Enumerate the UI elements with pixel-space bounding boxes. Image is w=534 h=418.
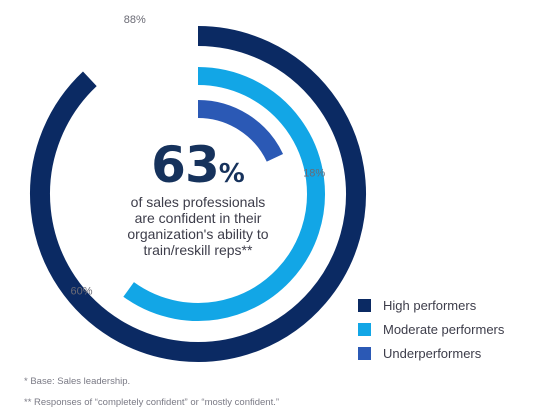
- legend-item-underperformers: Underperformers: [358, 342, 504, 364]
- legend-swatch: [358, 322, 371, 336]
- legend-swatch: [358, 298, 371, 312]
- legend-label: Moderate performers: [383, 321, 505, 337]
- headline-subtext: of sales professionals are confident in …: [88, 194, 308, 258]
- legend: High performers Moderate performers Unde…: [358, 294, 504, 366]
- footnotes: * Base: Sales leadership. ** Responses o…: [24, 371, 279, 413]
- subtext-line: organization's ability to: [127, 226, 269, 242]
- headline-stat: 63%: [88, 140, 308, 190]
- legend-item-moderate-performers: Moderate performers: [358, 318, 504, 340]
- subtext-line: are confident in their: [134, 210, 262, 226]
- legend-swatch: [358, 346, 371, 360]
- arc-underperformers: [197, 100, 284, 162]
- footnote-base: * Base: Sales leadership.: [24, 376, 131, 387]
- footnote-responses: ** Responses of “completely confident” o…: [24, 397, 280, 408]
- headline-block: 63% of sales professionals are confident…: [88, 140, 308, 258]
- arc-moderate-performers: [123, 67, 325, 321]
- headline-unit: %: [218, 159, 245, 189]
- legend-item-high-performers: High performers: [358, 294, 504, 316]
- legend-label: High performers: [383, 297, 477, 313]
- arc-high-performers: [30, 26, 366, 362]
- headline-number: 63: [151, 136, 220, 194]
- subtext-line: of sales professionals: [130, 194, 266, 210]
- value-label: 88%: [124, 14, 146, 26]
- value-label: 60%: [71, 286, 93, 298]
- legend-label: Underperformers: [383, 345, 482, 361]
- subtext-line: train/reskill reps**: [143, 242, 253, 258]
- value-label: 18%: [303, 167, 325, 179]
